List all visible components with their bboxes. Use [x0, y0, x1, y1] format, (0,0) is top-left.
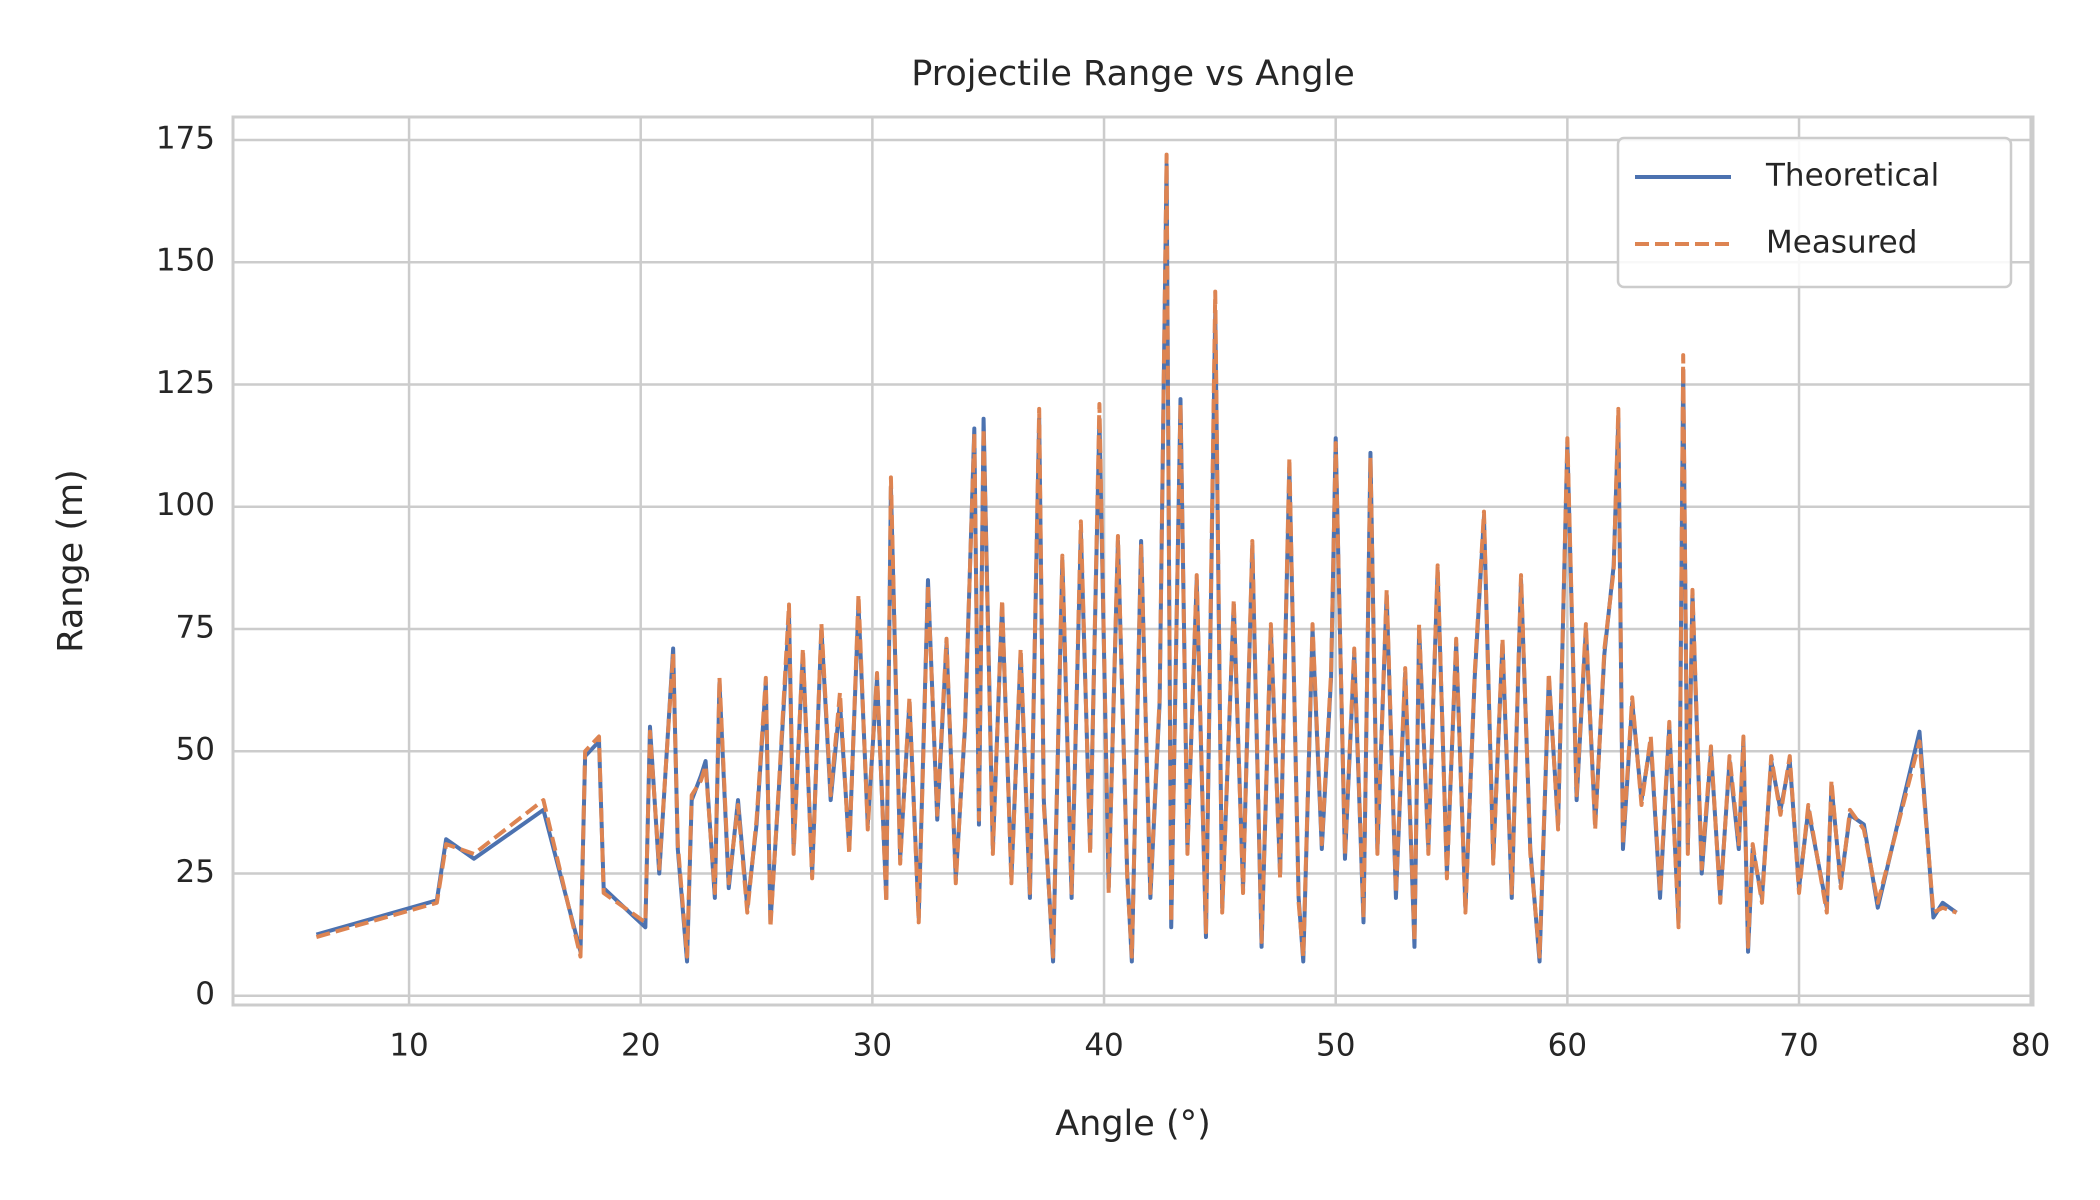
x-tick-label: 60 [1548, 1028, 1587, 1064]
x-tick-label: 70 [1779, 1028, 1818, 1064]
y-tick-label: 100 [156, 487, 215, 523]
axes-frame [231, 115, 2035, 1007]
y-tick-label: 150 [156, 243, 215, 279]
chart-title: Projectile Range vs Angle [911, 54, 1355, 94]
y-tick-label: 50 [176, 732, 215, 768]
x-tick-label: 80 [2011, 1028, 2050, 1064]
series-line [315, 152, 1958, 959]
y-tick-label: 125 [156, 365, 215, 401]
legend: Theoretical Measured [1616, 136, 2013, 289]
x-tick-label: 10 [389, 1028, 428, 1064]
x-tick-label: 50 [1316, 1028, 1355, 1064]
x-axis-label: Angle (°) [1055, 1104, 1211, 1144]
y-tick-label: 175 [156, 120, 215, 156]
x-tick-label: 40 [1084, 1028, 1123, 1064]
y-axis-label: Range (m) [51, 469, 91, 652]
x-tick-label: 30 [853, 1028, 892, 1064]
y-tick-label: 25 [176, 854, 215, 890]
y-tick-label: 75 [176, 609, 215, 645]
y-tick-label: 0 [195, 976, 215, 1012]
legend-label: Measured [1766, 225, 1917, 261]
legend-label: Theoretical [1765, 158, 1939, 194]
x-tick-label: 20 [621, 1028, 660, 1064]
